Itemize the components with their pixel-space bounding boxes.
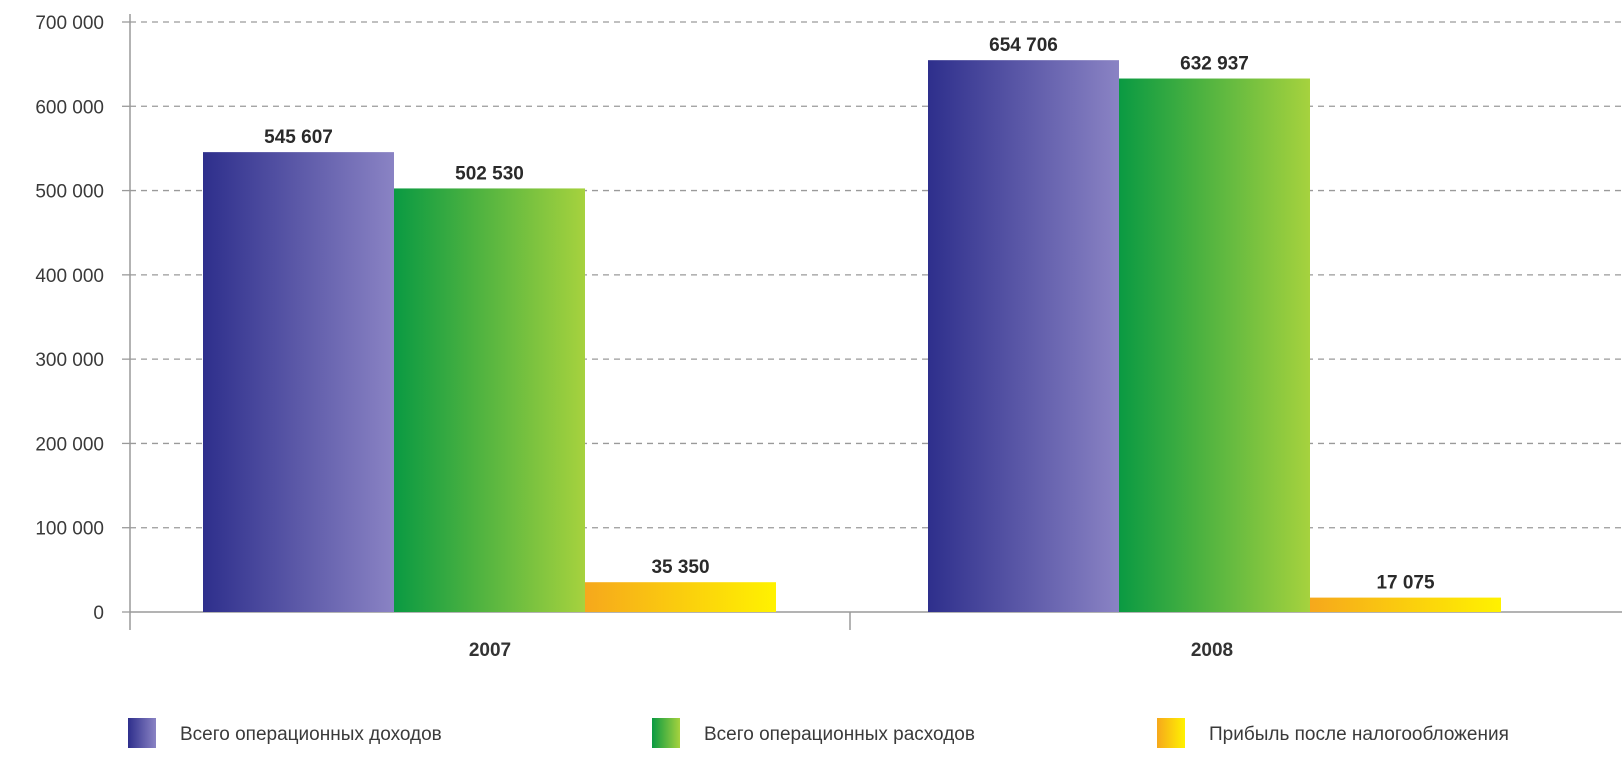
legend-item: Всего операционных доходов (128, 718, 442, 748)
bar (394, 188, 585, 612)
legend-swatch (1157, 718, 1185, 748)
data-label: 632 937 (1180, 54, 1249, 75)
data-label: 502 530 (455, 163, 524, 184)
legend-label: Всего операционных расходов (704, 724, 975, 745)
y-tick-label: 500 000 (35, 182, 104, 203)
data-labels: 545 607 502 530 35 350 654 706 632 937 17 075 (264, 35, 1435, 593)
legend-label: Прибыль после налогообложения (1209, 724, 1509, 745)
y-tick-label: 300 000 (35, 350, 104, 371)
bar (1119, 78, 1310, 612)
bar (585, 582, 776, 612)
x-category-label: 2007 (469, 640, 511, 661)
axes: 0 100 000 200 000 300 000 400 000 500 000 600 … (35, 13, 1622, 661)
bar (203, 152, 394, 613)
gridlines (130, 21, 1622, 529)
legend-swatch (652, 718, 680, 748)
data-label: 654 706 (989, 35, 1058, 56)
y-tick-label: 400 000 (35, 266, 104, 287)
legend-swatch (128, 718, 156, 748)
legend: Всего операционных доходов Всего операцио… (128, 718, 1509, 748)
y-tick-label: 100 000 (35, 519, 104, 540)
data-label: 17 075 (1376, 573, 1435, 594)
y-tick-label: 0 (93, 603, 104, 624)
bar (1310, 597, 1501, 612)
legend-item: Прибыль после налогообложения (1157, 718, 1509, 748)
x-category-label: 2008 (1191, 640, 1233, 661)
legend-item: Всего операционных расходов (652, 718, 975, 748)
y-tick-label: 200 000 (35, 434, 104, 455)
data-label: 545 607 (264, 127, 333, 148)
data-label: 35 350 (651, 557, 709, 578)
y-tick-label: 600 000 (35, 97, 104, 118)
legend-label: Всего операционных доходов (180, 724, 442, 745)
bar (928, 60, 1119, 612)
bars (203, 60, 1501, 613)
y-tick-label: 700 000 (35, 13, 104, 34)
